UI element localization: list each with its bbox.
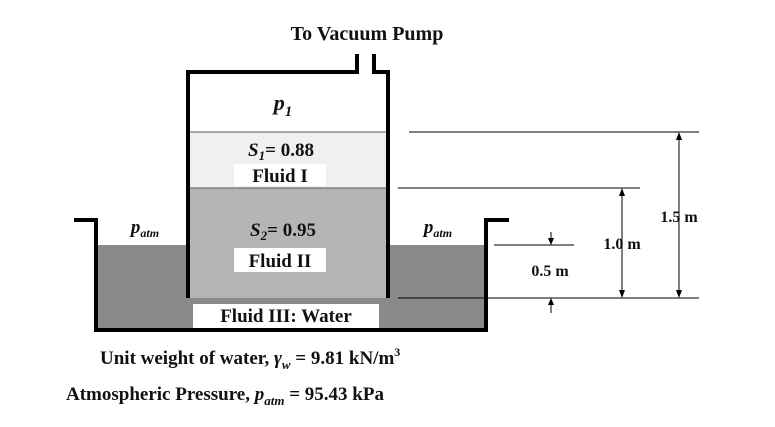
fluid-2-sg-subscript: 2 — [260, 228, 268, 243]
unit-weight-subscript: w — [282, 357, 291, 372]
tank-wall-right — [372, 54, 390, 298]
fluid-1-sg-label: S1= 0.88 — [248, 140, 314, 163]
water-right-region — [388, 245, 486, 330]
atm-pressure-symbol: p — [253, 384, 265, 405]
water-left-region — [96, 245, 188, 330]
atm-pressure-prefix: Atmospheric Pressure, — [66, 384, 255, 405]
p1-symbol: p — [272, 90, 285, 115]
vacuum-pump-label: To Vacuum Pump — [291, 23, 444, 45]
reservoir-wall — [74, 218, 509, 332]
fluid-1-name: Fluid I — [252, 166, 307, 187]
unit-weight-symbol: γ — [274, 348, 282, 369]
patm-left-symbol: p — [129, 217, 141, 238]
fluid-2-sg-symbol: S — [250, 220, 261, 241]
atm-pressure-subscript: atm — [264, 393, 284, 408]
atm-pressure-value: = 95.43 kPa — [284, 384, 384, 405]
patm-right-subscript: atm — [433, 226, 452, 240]
patm-left-subscript: atm — [140, 226, 159, 240]
fluid-1-sg-value: = 0.88 — [265, 140, 314, 161]
unit-weight-note: Unit weight of water, γw = 9.81 kN/m3 — [100, 345, 400, 372]
dim-05-arrow-top-head — [548, 238, 554, 245]
tank-wall-left — [186, 54, 359, 298]
dim-10-label: 1.0 m — [603, 236, 641, 253]
dim-05-arrow-bottom-head — [548, 298, 554, 305]
fluid-3-name-box — [193, 304, 379, 328]
fluid-2-name-box — [234, 248, 326, 272]
dim-15-arrow-top — [676, 132, 682, 140]
fluid-3-name: Fluid III: Water — [220, 306, 352, 327]
patm-right-symbol: p — [422, 217, 434, 238]
fluid-2-name: Fluid II — [249, 251, 312, 272]
p1-subscript: 1 — [285, 104, 293, 120]
atm-pressure-note: Atmospheric Pressure, patm = 95.43 kPa — [66, 384, 384, 408]
fluid-2-layer — [188, 188, 388, 298]
p1-label: p1 — [272, 90, 293, 120]
unit-weight-prefix: Unit weight of water, — [100, 348, 274, 369]
fluid-2-sg-value: = 0.95 — [267, 220, 316, 241]
dim-05-label: 0.5 m — [531, 263, 569, 280]
patm-left-label: patm — [129, 217, 159, 240]
dim-15-label: 1.5 m — [660, 209, 698, 226]
fluid-2-sg-label: S2= 0.95 — [250, 220, 316, 243]
dim-10-arrow-top — [619, 188, 625, 196]
fluid-1-name-box — [234, 164, 326, 186]
dim-10-arrow-bottom — [619, 290, 625, 298]
fluid-1-sg-symbol: S — [248, 140, 259, 161]
unit-weight-exponent: 3 — [394, 345, 400, 359]
unit-weight-value: = 9.81 kN/m — [291, 348, 395, 369]
patm-right-label: patm — [422, 217, 452, 240]
fluid-1-sg-subscript: 1 — [259, 148, 266, 163]
dim-15-arrow-bottom — [676, 290, 682, 298]
